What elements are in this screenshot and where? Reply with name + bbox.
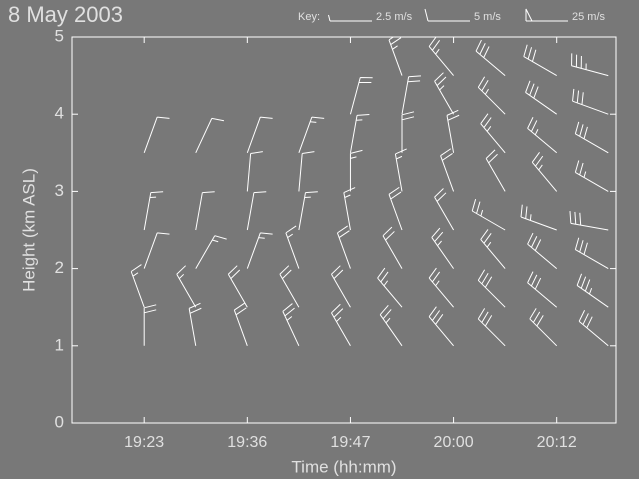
y-tick-label: 5 [55, 26, 64, 45]
x-tick-label: 19:47 [330, 434, 370, 451]
x-axis-label: Time (hh:mm) [291, 457, 396, 476]
key-barb [328, 14, 372, 22]
y-tick-label: 2 [55, 258, 64, 277]
wind-barb [523, 44, 557, 77]
wind-barb [477, 76, 506, 115]
x-tick-label: 20:12 [537, 434, 577, 451]
wind-barb [143, 232, 170, 269]
wind-barb [527, 117, 558, 154]
wind-barb [349, 149, 363, 192]
wind-barb [143, 304, 157, 346]
wind-barb [529, 308, 558, 347]
y-tick-label: 4 [55, 104, 64, 123]
wind-barb [298, 191, 318, 231]
wind-barb [471, 198, 506, 231]
wind-barb [431, 227, 454, 269]
wind-barb [520, 204, 557, 231]
wind-barb [377, 267, 403, 308]
y-tick-label: 1 [55, 335, 64, 354]
wind-barb [525, 80, 557, 115]
wind-barb [331, 265, 351, 308]
wind-barb [576, 273, 609, 308]
wind-barb [527, 232, 558, 269]
wind-barb [195, 117, 225, 154]
wind-barb [246, 116, 273, 153]
wind-barb [349, 114, 370, 153]
y-axis-label: Height (km ASL) [19, 168, 38, 292]
axes-frame [71, 36, 617, 424]
wind-barb [246, 151, 263, 192]
wind-barb [343, 187, 356, 231]
wind-barb [572, 88, 609, 115]
chart-title: 8 May 2003 [8, 2, 123, 27]
key-barb [525, 8, 568, 22]
wind-barb [298, 116, 325, 153]
wind-barb [428, 37, 454, 76]
wind-barb [282, 303, 300, 347]
wind-barb [143, 191, 164, 231]
key-label: 25 m/s [572, 11, 606, 23]
wind-barb [569, 211, 609, 231]
wind-barb [195, 235, 227, 269]
wind-barb [379, 305, 403, 347]
wind-barb [485, 149, 506, 192]
y-tick-label: 3 [55, 181, 64, 200]
wind-barb [428, 306, 454, 347]
x-tick-label: 19:36 [227, 434, 267, 451]
wind-barb [143, 116, 170, 153]
wind-barb [434, 188, 455, 231]
x-tick-label: 19:23 [124, 434, 164, 451]
wind-barb [434, 72, 455, 115]
wind-barb [480, 113, 506, 154]
wind-barb [531, 151, 558, 192]
wind-barb [195, 191, 215, 231]
wind-barb [246, 191, 267, 231]
wind-barb [130, 264, 145, 308]
wind-barb [298, 151, 315, 192]
wind-barb [571, 53, 609, 77]
wind-barb [279, 265, 300, 308]
wind-barb [336, 225, 351, 269]
x-tick-label: 20:00 [434, 434, 474, 451]
wind-barb [428, 267, 454, 308]
wind-barb [388, 186, 403, 231]
y-tick-label: 0 [55, 412, 64, 431]
wind-barb [227, 265, 248, 308]
wind-barb [394, 148, 407, 192]
wind-barb [401, 75, 421, 115]
wind-barb [574, 237, 609, 270]
wind-barb [382, 226, 403, 269]
wind-barb [477, 308, 506, 347]
wind-barb [331, 303, 351, 347]
wind-barb [233, 302, 248, 346]
key-barb [424, 8, 470, 22]
wind-barb [527, 271, 558, 308]
wind-barb [349, 76, 373, 115]
key-title: Key: [298, 11, 320, 23]
wind-barb [574, 160, 609, 192]
wind-barb [480, 229, 506, 269]
wind-barb [578, 310, 609, 347]
wind-barb [574, 121, 609, 154]
wind-barb [401, 111, 415, 153]
plot-area [130, 37, 609, 347]
wind-barb [388, 37, 403, 76]
wind-barb [477, 269, 506, 308]
key-label: 2.5 m/s [376, 11, 413, 23]
wind-barb [475, 39, 506, 76]
wind-barb [285, 225, 300, 269]
wind-barb [246, 232, 273, 269]
key-label: 5 m/s [474, 11, 501, 23]
wind-barb [440, 148, 455, 192]
wind-barb [176, 265, 197, 308]
